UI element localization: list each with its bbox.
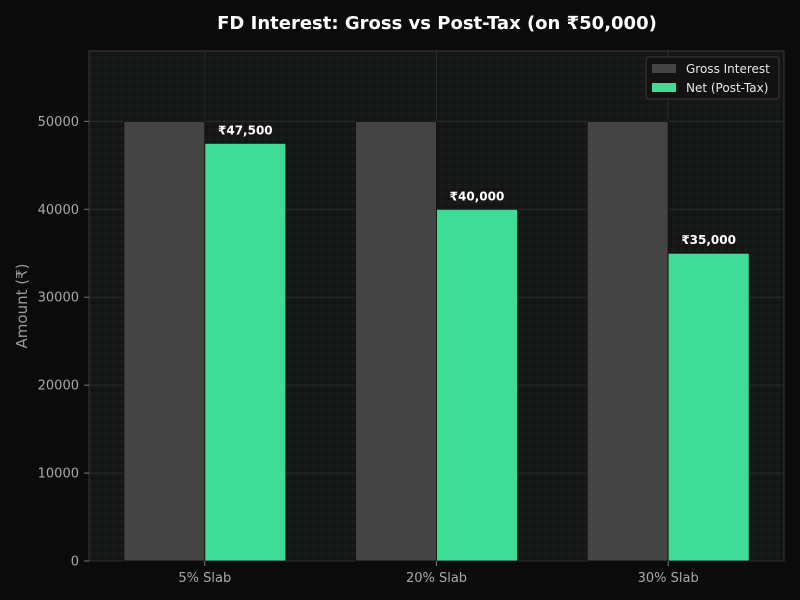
data-labels-group: ₹47,500 ₹40,000 ₹35,000 [218,123,736,247]
bar-net [204,142,287,562]
y-tick-label: 10000 [38,467,79,482]
x-axis-ticks: 5% Slab 20% Slab 30% Slab [178,561,699,586]
bar-gross [123,120,206,562]
legend-swatch [652,64,676,73]
bars-group [123,120,750,562]
legend-box [645,56,780,100]
y-tick-label: 30000 [38,291,79,306]
y-tick-label: 0 [71,555,79,570]
data-label: ₹35,000 [681,233,736,247]
data-label: ₹47,500 [218,123,273,137]
x-tick-label: 30% Slab [638,571,699,586]
y-axis-label: Amount (₹) [13,264,31,349]
bar-gross [355,120,437,562]
legend-swatch [652,83,676,92]
bar-net [667,252,750,562]
legend-label: Gross Interest [686,62,770,76]
legend-label: Net (Post-Tax) [686,81,768,95]
x-tick-label: 5% Slab [178,571,231,586]
data-label: ₹40,000 [450,189,505,203]
legend: Gross Interest Net (Post-Tax) [645,56,780,100]
chart-title: FD Interest: Gross vs Post-Tax (on ₹50,0… [217,13,657,34]
y-tick-label: 50000 [38,115,79,130]
y-tick-label: 40000 [38,203,79,218]
x-tick-label: 20% Slab [406,571,467,586]
y-tick-label: 20000 [38,379,79,394]
y-axis-ticks: 0 10000 20000 30000 40000 50000 [38,115,89,570]
bar-net [436,208,518,562]
bar-gross [586,120,669,562]
